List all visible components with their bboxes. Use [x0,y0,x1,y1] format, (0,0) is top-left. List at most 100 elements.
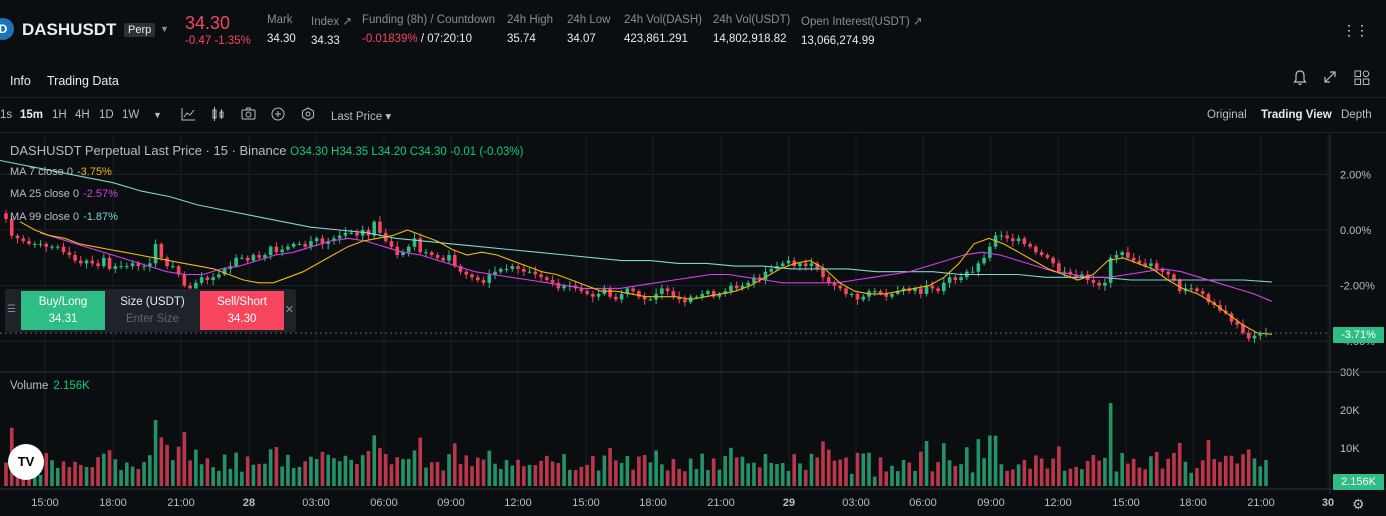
drag-handle-icon[interactable]: ☰ [7,304,16,315]
timeframe-dropdown-icon[interactable]: ▼ [153,110,162,120]
candle-down [78,260,83,264]
candle-down [389,241,394,247]
volume-bar [786,471,791,486]
volume-bar [913,471,917,486]
volume-bar [1005,470,1009,486]
volume-bar [1062,470,1067,486]
volume-bar [4,462,8,486]
volume-bar [516,459,520,486]
candle-up [326,241,330,244]
expand-icon[interactable] [1323,70,1337,87]
bell-icon[interactable] [1293,70,1307,89]
volume-bar [1160,468,1165,486]
candle-down [1200,291,1205,294]
more-icon[interactable]: ⋮⋮ [1342,22,1369,38]
candle-down [320,238,325,244]
volume-bar [631,469,635,486]
tab-info[interactable]: Info [10,74,31,88]
stat-open-interest[interactable]: Open Interest(USDT) ↗ 13,066,274.99 [801,14,922,47]
candle-up [142,266,146,268]
volume-bar [579,466,584,486]
symbol-name[interactable]: DASHUSDT [22,20,117,39]
volume-bar [125,462,129,486]
volume-bar [591,456,595,486]
legend-ohlc: O34.30 H34.35 L34.20 C34.30 -0.01 (-0.03… [290,146,524,158]
candle-up [1149,263,1153,267]
camera-icon[interactable] [241,107,256,123]
volume-bar [286,454,290,486]
candle-style-icon[interactable] [211,107,225,124]
timeframe-1w[interactable]: 1W [122,109,140,121]
view-original[interactable]: Original [1207,109,1247,121]
chart-area[interactable]: 2.00%0.00%-2.00%-4.00%30K20K10K15:0018:0… [0,134,1386,516]
volume-bar [487,450,492,486]
legend-ma99[interactable]: MA 99 close 0 -1.87% [10,211,118,223]
volume-bar [96,457,100,486]
candle-up [562,285,566,289]
volume-bar [44,453,49,486]
legend-ma7[interactable]: MA 7 close 0 -3.75% [10,166,112,178]
view-depth[interactable]: Depth [1341,109,1372,121]
time-axis-label: 15:00 [572,497,600,509]
candle-up [849,293,854,295]
candle-down [464,271,469,275]
candle-down [821,268,825,278]
indicator-icon[interactable] [181,107,196,124]
timeframe-1d[interactable]: 1D [99,109,114,121]
candle-up [119,266,123,268]
timeframe-4h[interactable]: 4H [75,109,90,121]
add-icon[interactable] [271,107,285,124]
volume-bar [648,462,653,486]
volume-bar [309,456,313,486]
settings-hex-icon[interactable] [301,107,315,124]
stat-label: Index ↗ [311,16,352,28]
volume-bar [395,457,400,486]
candle-up [424,252,428,254]
candle-down [1131,257,1136,261]
legend-ma25[interactable]: MA 25 close 0 -2.57% [10,188,118,200]
timeframe-1h[interactable]: 1H [52,109,67,121]
volume-bar [475,457,480,486]
price-type-dropdown[interactable]: Last Price ▾ [331,111,392,123]
timeframe-15m[interactable]: 15m [20,109,44,121]
candle-down [1057,263,1061,272]
layout-grid-icon[interactable] [1354,70,1370,89]
tab-trading-data[interactable]: Trading Data [47,74,119,88]
candle-down [15,235,20,239]
sell-price: 34.30 [227,313,257,325]
candle-down [303,243,307,247]
sell-short-button[interactable]: Sell/Short 34.30 [200,291,284,330]
ma7-line [19,221,1273,335]
volume-bar [717,469,722,486]
candle-down [44,243,49,247]
volume-label: Volume [10,380,49,392]
ma-lines [0,159,1273,335]
volume-bar [429,462,434,486]
volume-bar [734,457,739,486]
volume-bar [1206,439,1211,486]
candle-up [194,282,198,289]
candle-down [1235,321,1240,325]
candle-down [378,221,382,233]
view-trading-view[interactable]: Trading View [1261,109,1332,121]
volume-bar [826,449,831,486]
gear-icon[interactable]: ⚙ [1352,496,1365,512]
close-icon[interactable]: ✕ [284,304,294,316]
candle-down [1005,235,1009,239]
candle-up [700,293,704,297]
candle-down [1229,313,1234,322]
volume-bar [435,461,440,486]
volume-bar [1166,458,1170,486]
stat-index[interactable]: Index ↗ 34.33 [311,14,352,47]
size-input[interactable]: Size (USDT) Enter Size [106,291,199,330]
timeframe-1s[interactable]: 1s [0,109,13,121]
buy-long-button[interactable]: Buy/Long 34.31 [21,291,105,330]
candle-up [412,238,417,247]
candle-up [924,285,929,294]
volume-bar [976,439,981,486]
volume-value: 2.156K [53,380,90,392]
tradingview-logo-icon[interactable]: TV [8,444,44,480]
chevron-down-icon[interactable]: ▼ [160,24,169,34]
volume-bar [775,464,779,486]
candle-down [1126,252,1130,258]
